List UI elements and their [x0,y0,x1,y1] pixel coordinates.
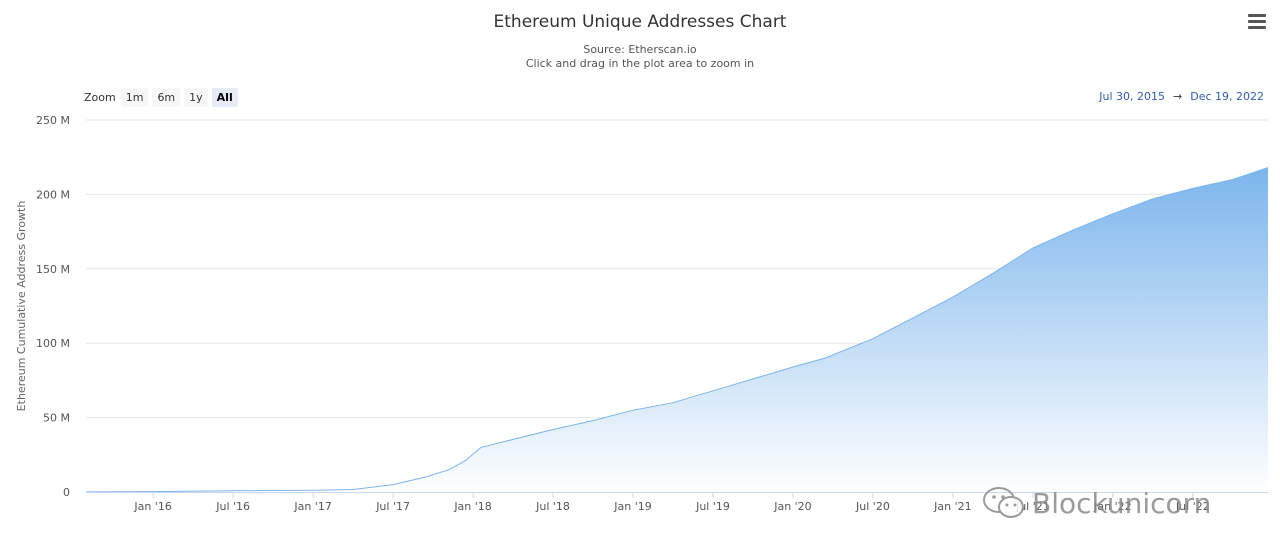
zoom-1y-button[interactable]: 1y [184,87,208,107]
y-tick-label: 150 M [36,263,70,276]
chart-subtitle-source: Source: Etherscan.io [583,43,697,56]
chart-zoom-hint: Click and drag in the plot area to zoom … [525,57,755,70]
y-tick-label: 250 M [36,114,70,127]
x-tick-label: Jan '21 [933,500,971,513]
x-tick-label: Jan '17 [293,500,331,513]
zoom-label: Zoom [84,90,116,104]
series-area [86,167,1268,492]
x-tick-label: Jul '20 [855,500,890,513]
x-tick-label: Jul '21 [1015,500,1050,513]
date-range-to[interactable]: Dec 19, 2022 [1190,90,1264,103]
x-tick-label: Jan '22 [1093,500,1131,513]
date-range-from[interactable]: Jul 30, 2015 [1099,90,1165,103]
x-tick-label: Jul '22 [1175,500,1210,513]
date-range-separator: → [1173,90,1183,103]
zoom-all-button[interactable]: All [211,87,238,107]
zoom-1m-button[interactable]: 1m [120,87,149,107]
x-tick-label: Jan '16 [133,500,171,513]
wechat-icon [983,487,1024,518]
watermark: Blockunicorn [982,486,1211,520]
zoom-selector: Zoom 1m 6m 1y All [84,87,242,107]
x-tick-label: Jan '19 [613,500,651,513]
date-range: Jul 30, 2015 → Dec 19, 2022 [1099,90,1264,103]
chart-title: Ethereum Unique Addresses Chart [493,12,787,32]
series-line [85,167,1269,493]
y-tick-label: 50 M [43,412,70,425]
context-menu-icon[interactable] [1248,14,1266,30]
x-tick-label: Jan '20 [773,500,811,513]
y-axis-title: Ethereum Cumulative Address Growth [15,201,28,412]
x-tick-label: Jul '16 [215,500,250,513]
x-tick-label: Jul '18 [535,500,570,513]
y-tick-label: 0 [63,486,70,499]
y-tick-label: 100 M [36,337,70,350]
x-tick-label: Jan '18 [453,500,491,513]
y-tick-label: 200 M [36,188,70,201]
x-tick-label: Jul '17 [375,500,410,513]
watermark-text: Blockunicorn [1032,486,1212,520]
x-tick-label: Jul '19 [695,500,730,513]
zoom-6m-button[interactable]: 6m [152,87,181,107]
